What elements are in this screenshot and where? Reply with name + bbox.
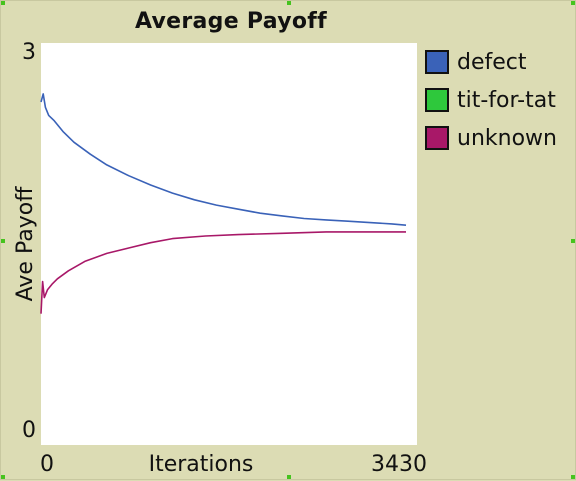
legend: defect tit-for-tat unknown [425, 43, 557, 157]
chart-title: Average Payoff [134, 9, 328, 34]
resize-handle-bottom[interactable] [287, 475, 291, 479]
resize-handle-top-left[interactable] [1, 1, 5, 5]
series-line-defect [40, 93, 407, 226]
y-tick-label-min: 0 [22, 418, 36, 443]
legend-item-unknown: unknown [425, 119, 557, 157]
legend-swatch-tit-for-tat [425, 88, 449, 112]
legend-swatch-unknown [425, 126, 449, 150]
x-tick-label-min: 0 [40, 452, 54, 477]
legend-label-unknown: unknown [457, 125, 557, 151]
resize-handle-bottom-right[interactable] [571, 475, 575, 479]
legend-label-tit-for-tat: tit-for-tat [457, 87, 556, 113]
legend-label-defect: defect [457, 49, 527, 75]
series-layer [40, 93, 407, 314]
resize-handle-bottom-left[interactable] [1, 475, 5, 479]
plot-background [41, 43, 417, 445]
y-tick-label-max: 3 [22, 40, 36, 65]
x-axis-label: Iterations [149, 452, 254, 477]
legend-swatch-defect [425, 50, 449, 74]
resize-handle-right[interactable] [571, 239, 575, 243]
legend-item-defect: defect [425, 43, 557, 81]
resize-handle-left[interactable] [1, 239, 5, 243]
y-axis-label: Ave Payoff [13, 186, 38, 302]
x-tick-label-max: 3430 [371, 452, 427, 477]
resize-handle-top-right[interactable] [571, 1, 575, 5]
legend-item-tit-for-tat: tit-for-tat [425, 81, 557, 119]
series-line-unknown [40, 231, 406, 314]
resize-handle-top[interactable] [287, 1, 291, 5]
